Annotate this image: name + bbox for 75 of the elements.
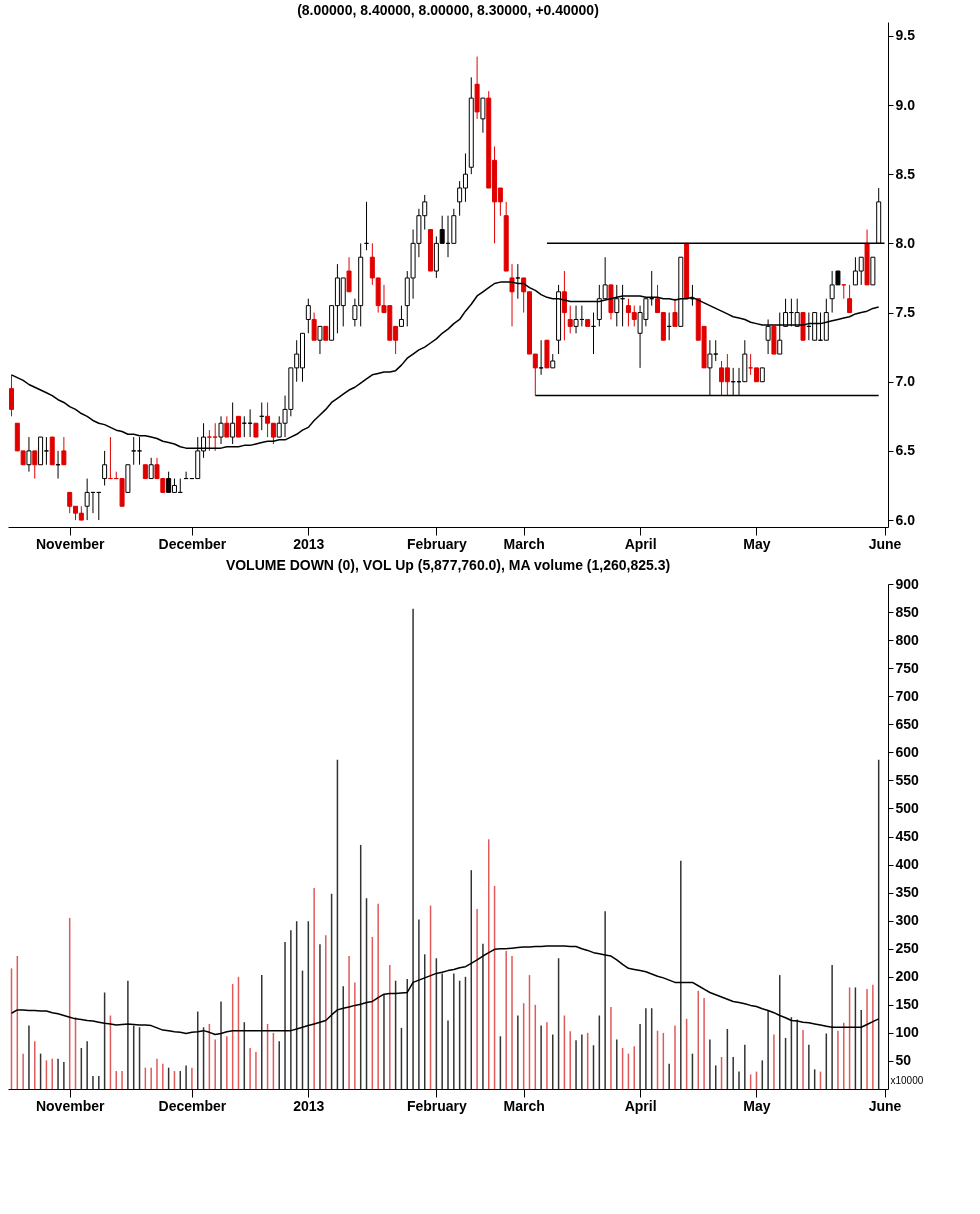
y-tick-label: 550 [895,771,920,788]
candlestick [614,284,620,327]
candlestick [102,450,108,486]
candlestick [480,97,486,134]
candlestick [509,263,515,327]
y-tick-label: 600 [895,743,920,760]
chart-title: VOLUME DOWN (0), VOL Up (5,877,760.0), MA volume (1,260,825.3) [225,557,671,573]
y-tick-label: 7.5 [895,304,916,321]
y-tick-label: 6.5 [895,442,916,459]
y-tick-label: 9.5 [895,27,916,44]
x-tick-label: December [158,1097,227,1114]
chart-title: (8.00000, 8.40000, 8.00000, 8.30000, +0.40000) [297,2,599,18]
candlestick [8,374,14,417]
x-tick-label: February [406,535,468,552]
x-tick-label: 2013 [293,535,325,552]
y-tick-label: 350 [895,884,920,901]
x-tick-label: November [35,535,105,552]
candlestick [311,312,317,341]
y-axis-title: x10000 [890,1074,924,1086]
candlestick [218,415,224,445]
y-tick-label: 6.0 [895,511,916,528]
candlestick [212,422,218,452]
y-tick-label: 8.5 [895,165,916,182]
x-tick-label: June [868,535,902,552]
candlestick [538,339,544,376]
y-tick-label: 800 [895,631,920,648]
candlestick [672,298,678,327]
y-tick-label: 700 [895,687,920,704]
y-tick-label: 8.0 [895,234,916,251]
candlestick [777,312,783,355]
x-tick-label: February [406,1097,468,1114]
candlestick [305,298,311,334]
y-tick-label: 750 [895,659,920,676]
candlestick [841,284,847,300]
candlestick [224,415,230,438]
candlestick [32,450,38,480]
y-tick-label: 150 [895,996,920,1013]
x-tick-label: March [503,1097,545,1114]
line-series [10,945,880,1036]
y-tick-label: 900 [895,575,920,592]
candlestick [561,270,567,341]
candlestick [235,415,241,438]
y-tick-label: 850 [895,603,920,620]
candlestick [847,284,853,314]
candlestick [206,429,212,452]
candlestick [131,436,137,466]
x-tick-label: March [503,535,545,552]
y-tick-label: 500 [895,799,920,816]
candlestick [230,401,236,445]
x-tick-label: April [624,535,657,552]
candlestick [567,305,573,334]
y-tick-label: 100 [895,1024,920,1041]
x-tick-label: May [743,1097,771,1114]
y-tick-label: 250 [895,940,920,957]
y-tick-label: 9.0 [895,96,916,113]
x-tick-label: May [743,535,771,552]
y-tick-label: 7.0 [895,373,916,390]
y-tick-label: 400 [895,856,920,873]
candlestick [346,256,352,293]
y-tick-label: 650 [895,715,920,732]
candlestick [317,325,323,355]
y-tick-label: 50 [895,1052,912,1069]
candlestick [61,436,67,466]
x-tick-label: June [868,1097,902,1114]
candlestick [148,457,154,480]
x-tick-label: December [158,535,227,552]
y-tick-label: 200 [895,968,920,985]
candlestick [26,436,32,473]
candlestick [398,305,404,327]
y-tick-label: 300 [895,912,920,929]
candlestick [765,318,771,355]
x-tick-label: 2013 [293,1097,325,1114]
x-tick-label: April [624,1097,657,1114]
y-tick-label: 450 [895,828,920,844]
x-tick-label: November [35,1097,105,1114]
